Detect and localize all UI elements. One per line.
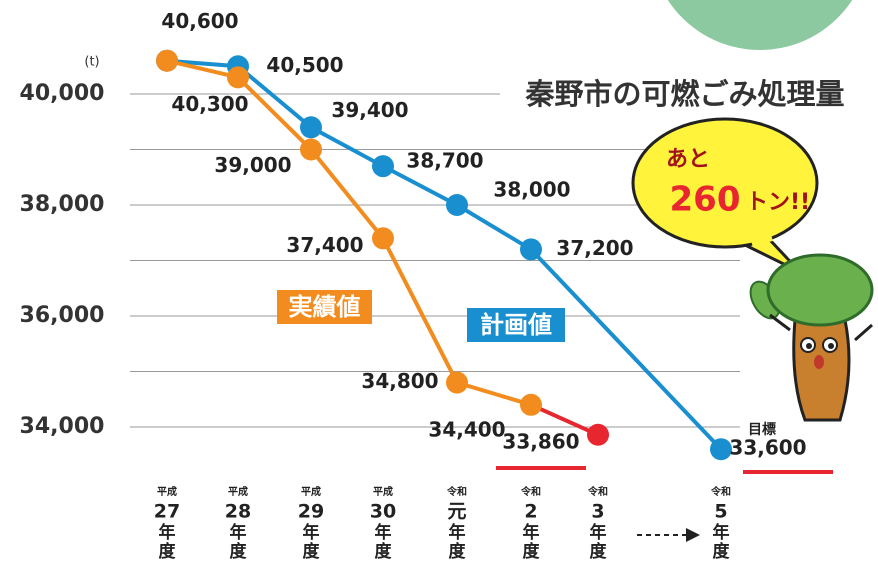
data-point bbox=[372, 227, 394, 249]
data-point bbox=[372, 155, 394, 177]
value-label: 40,500 bbox=[266, 53, 343, 77]
chart: (t) 34,00036,00038,00040,000平成27年度平成28年度… bbox=[0, 0, 878, 564]
data-point bbox=[446, 194, 468, 216]
x-suffix: 年 bbox=[523, 522, 540, 543]
x-era-label: 平成 bbox=[157, 485, 177, 498]
mascot bbox=[745, 255, 872, 420]
data-point bbox=[156, 50, 178, 72]
data-point bbox=[300, 139, 322, 161]
x-tick-label: 27 bbox=[154, 501, 180, 523]
x-tick-label: 2 bbox=[524, 501, 537, 523]
callout-number: 260 bbox=[670, 180, 741, 220]
decoration bbox=[650, 0, 870, 50]
value-label: 37,400 bbox=[286, 233, 363, 257]
value-label: 39,000 bbox=[214, 153, 291, 177]
x-suffix: 度 bbox=[375, 541, 393, 562]
x-suffix: 度 bbox=[590, 541, 608, 562]
data-point bbox=[520, 238, 542, 260]
value-label: 38,700 bbox=[406, 149, 483, 173]
x-tick-label: 29 bbox=[298, 501, 324, 523]
x-era-label: 令和 bbox=[587, 485, 608, 498]
x-era-label: 平成 bbox=[373, 485, 393, 498]
value-label: 33,600 bbox=[729, 436, 806, 460]
value-label: 34,400 bbox=[428, 417, 505, 441]
x-suffix: 度 bbox=[713, 541, 731, 562]
x-suffix: 年 bbox=[230, 522, 247, 543]
value-label: 40,600 bbox=[161, 9, 238, 33]
value-label: 39,400 bbox=[331, 98, 408, 122]
x-era-label: 令和 bbox=[446, 485, 467, 498]
y-tick-label: 36,000 bbox=[20, 303, 105, 328]
chart-title: 秦野市の可燃ごみ処理量 bbox=[524, 77, 844, 111]
x-suffix: 年 bbox=[449, 522, 466, 543]
x-tick-label: 30 bbox=[370, 501, 396, 523]
x-suffix: 年 bbox=[590, 522, 607, 543]
x-suffix: 年 bbox=[375, 522, 392, 543]
y-tick-label: 38,000 bbox=[20, 192, 105, 217]
x-arrow bbox=[637, 528, 700, 542]
x-tick-label: 3 bbox=[591, 501, 604, 523]
value-label: 34,800 bbox=[361, 369, 438, 393]
series-line bbox=[167, 61, 721, 450]
callout-text: あと bbox=[666, 147, 710, 172]
value-label: 40,300 bbox=[171, 92, 248, 116]
x-era-label: 平成 bbox=[301, 485, 321, 498]
x-era-label: 平成 bbox=[228, 485, 248, 498]
legend-label: 実績値 bbox=[289, 293, 361, 321]
x-suffix: 年 bbox=[303, 522, 320, 543]
x-era-label: 令和 bbox=[520, 485, 541, 498]
x-tick-label: 5 bbox=[714, 501, 727, 523]
x-suffix: 度 bbox=[449, 541, 467, 562]
data-point bbox=[227, 66, 249, 88]
x-suffix: 度 bbox=[303, 541, 321, 562]
y-tick-label: 34,000 bbox=[20, 414, 105, 439]
legend-label: 計画値 bbox=[480, 311, 552, 339]
data-point bbox=[520, 394, 542, 416]
x-suffix: 度 bbox=[230, 541, 248, 562]
x-suffix: 年 bbox=[159, 522, 176, 543]
data-point bbox=[446, 372, 468, 394]
x-suffix: 度 bbox=[523, 541, 541, 562]
data-point bbox=[300, 116, 322, 138]
y-unit: (t) bbox=[84, 55, 99, 70]
target-label: 目標 bbox=[748, 421, 776, 438]
x-era-label: 令和 bbox=[710, 485, 731, 498]
value-label: 33,860 bbox=[502, 429, 579, 453]
callout-unit: トン!! bbox=[746, 190, 810, 215]
value-label: 38,000 bbox=[493, 178, 570, 202]
value-label: 37,200 bbox=[556, 236, 633, 260]
data-point bbox=[587, 424, 609, 446]
x-suffix: 度 bbox=[159, 541, 177, 562]
y-tick-label: 40,000 bbox=[20, 81, 105, 106]
callout: あと 260 トン!! bbox=[633, 119, 817, 272]
x-tick-label: 元 bbox=[447, 501, 466, 523]
x-suffix: 年 bbox=[713, 522, 730, 543]
x-tick-label: 28 bbox=[225, 501, 251, 523]
